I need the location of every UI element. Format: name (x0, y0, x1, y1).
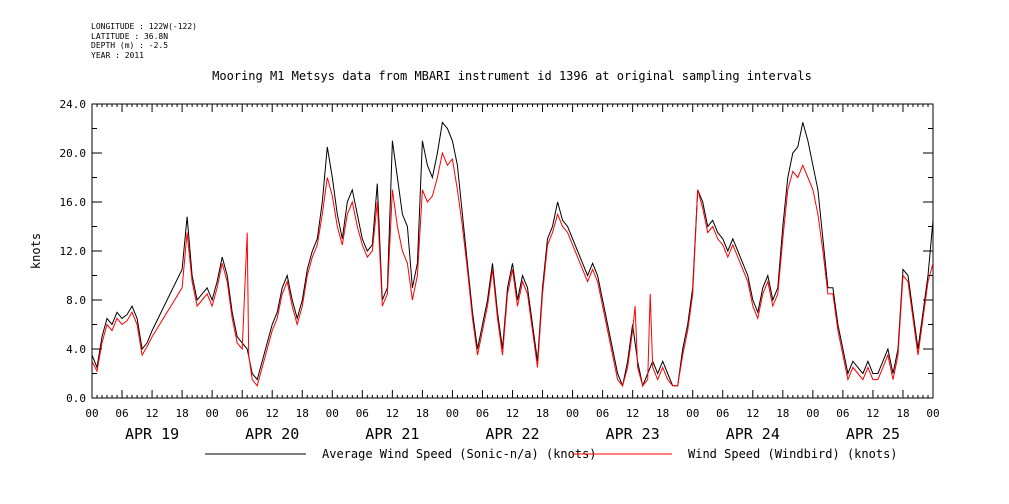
x-hour-label: 06 (596, 407, 609, 420)
x-hour-label: 06 (236, 407, 249, 420)
series-lines (91, 121, 934, 388)
legend: Average Wind Speed (Sonic-n/a) (knots) W… (205, 447, 898, 461)
x-hour-label: 12 (746, 407, 759, 420)
axis-ticks: 0.0 4.0 8.0 12.0 16.0 20.0 24.0 00 06 12 18 00 06 12 1… (60, 98, 940, 443)
x-hour-label: 18 (776, 407, 789, 420)
x-hour-label: 12 (866, 407, 879, 420)
legend-label-sonic: Average Wind Speed (Sonic-n/a) (knots) (322, 447, 597, 461)
y-tick-label: 0.0 (66, 392, 86, 405)
y-axis-label: knots (29, 233, 43, 269)
x-hour-label: 12 (506, 407, 519, 420)
x-hour-label: 12 (626, 407, 639, 420)
chart-title: Mooring M1 Metsys data from MBARI instru… (212, 69, 812, 83)
x-day-label: APR 23 (606, 425, 660, 443)
depth-text: DEPTH (m) : -2.5 (91, 41, 169, 50)
series-line-sonic (91, 121, 934, 388)
x-hour-label: 12 (266, 407, 279, 420)
x-hour-label: 00 (686, 407, 699, 420)
x-hour-label: 00 (926, 407, 939, 420)
y-tick-label: 8.0 (66, 294, 86, 307)
y-tick-label: 24.0 (60, 98, 87, 111)
x-hour-label: 12 (145, 407, 158, 420)
x-hour-label: 00 (806, 407, 819, 420)
x-hour-label: 12 (386, 407, 399, 420)
y-tick-label: 20.0 (60, 147, 87, 160)
longitude-text: LONGITUDE : 122W(-122) (91, 22, 197, 31)
x-hour-label: 18 (175, 407, 188, 420)
x-day-label: APR 24 (726, 425, 780, 443)
x-day-label: APR 25 (846, 425, 900, 443)
series-line-windbird (91, 151, 934, 387)
latitude-text: LATITUDE : 36.8N (91, 31, 169, 41)
year-text: YEAR : 2011 (91, 50, 144, 60)
legend-label-windbird: Wind Speed (Windbird) (knots) (688, 447, 898, 461)
plot-frame (91, 103, 934, 399)
x-day-label: APR 19 (125, 425, 179, 443)
x-hour-label: 00 (206, 407, 219, 420)
x-hour-label: 06 (115, 407, 128, 420)
y-tick-label: 12.0 (60, 245, 87, 258)
x-hour-label: 00 (566, 407, 579, 420)
x-day-label: APR 22 (485, 425, 539, 443)
y-tick-label: 16.0 (60, 196, 87, 209)
x-hour-label: 06 (716, 407, 729, 420)
x-hour-label: 00 (85, 407, 98, 420)
x-hour-label: 18 (896, 407, 909, 420)
x-day-label: APR 20 (245, 425, 299, 443)
x-hour-label: 06 (476, 407, 489, 420)
x-hour-label: 06 (356, 407, 369, 420)
x-hour-label: 06 (836, 407, 849, 420)
x-hour-label: 18 (536, 407, 549, 420)
x-hour-label: 18 (656, 407, 669, 420)
station-metadata: LONGITUDE : 122W(-122) LATITUDE : 36.8N … (91, 22, 197, 60)
x-hour-label: 18 (416, 407, 429, 420)
x-hour-label: 00 (326, 407, 339, 420)
x-hour-label: 18 (296, 407, 309, 420)
x-hour-label: 00 (446, 407, 459, 420)
x-day-label: APR 21 (365, 425, 419, 443)
y-tick-label: 4.0 (66, 343, 86, 356)
